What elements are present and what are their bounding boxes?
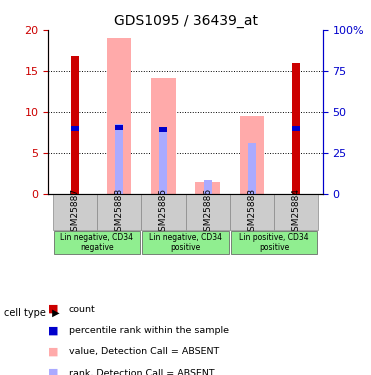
Bar bbox=[204, 180, 211, 194]
Bar bbox=[107, 38, 131, 194]
Text: ■: ■ bbox=[48, 368, 59, 375]
Bar bbox=[160, 127, 167, 132]
Bar bbox=[141, 194, 186, 230]
Bar bbox=[196, 182, 220, 194]
Text: Lin negative, CD34
positive: Lin negative, CD34 positive bbox=[149, 233, 222, 252]
Bar bbox=[186, 194, 230, 230]
Text: GSM25888: GSM25888 bbox=[115, 188, 124, 237]
Bar bbox=[115, 124, 123, 194]
Bar bbox=[53, 231, 140, 254]
Bar bbox=[248, 142, 256, 194]
Bar bbox=[274, 194, 318, 230]
Text: ■: ■ bbox=[48, 304, 59, 314]
Bar bbox=[53, 194, 97, 230]
Bar bbox=[71, 126, 79, 131]
Text: count: count bbox=[69, 304, 95, 313]
Bar bbox=[71, 56, 79, 194]
Text: ■: ■ bbox=[48, 326, 59, 335]
Text: GSM25884: GSM25884 bbox=[292, 188, 301, 237]
Text: Lin positive, CD34
positive: Lin positive, CD34 positive bbox=[239, 233, 309, 252]
Text: GSM25887: GSM25887 bbox=[70, 188, 79, 237]
Bar bbox=[240, 116, 264, 194]
Text: value, Detection Call = ABSENT: value, Detection Call = ABSENT bbox=[69, 347, 219, 356]
Text: ■: ■ bbox=[48, 347, 59, 357]
Bar bbox=[292, 126, 300, 131]
Text: cell type  ▶: cell type ▶ bbox=[4, 308, 59, 318]
Text: rank, Detection Call = ABSENT: rank, Detection Call = ABSENT bbox=[69, 369, 214, 375]
Text: Lin negative, CD34
negative: Lin negative, CD34 negative bbox=[60, 233, 134, 252]
Text: GSM25883: GSM25883 bbox=[247, 188, 256, 237]
Bar bbox=[292, 63, 300, 194]
Bar bbox=[231, 231, 318, 254]
Text: GSM25885: GSM25885 bbox=[159, 188, 168, 237]
Bar bbox=[230, 194, 274, 230]
Text: GSM25886: GSM25886 bbox=[203, 188, 212, 237]
Bar bbox=[115, 125, 123, 130]
Title: GDS1095 / 36439_at: GDS1095 / 36439_at bbox=[114, 13, 257, 28]
Bar bbox=[97, 194, 141, 230]
Bar bbox=[151, 78, 175, 194]
Text: percentile rank within the sample: percentile rank within the sample bbox=[69, 326, 229, 335]
Bar bbox=[160, 129, 167, 194]
Bar bbox=[142, 231, 229, 254]
